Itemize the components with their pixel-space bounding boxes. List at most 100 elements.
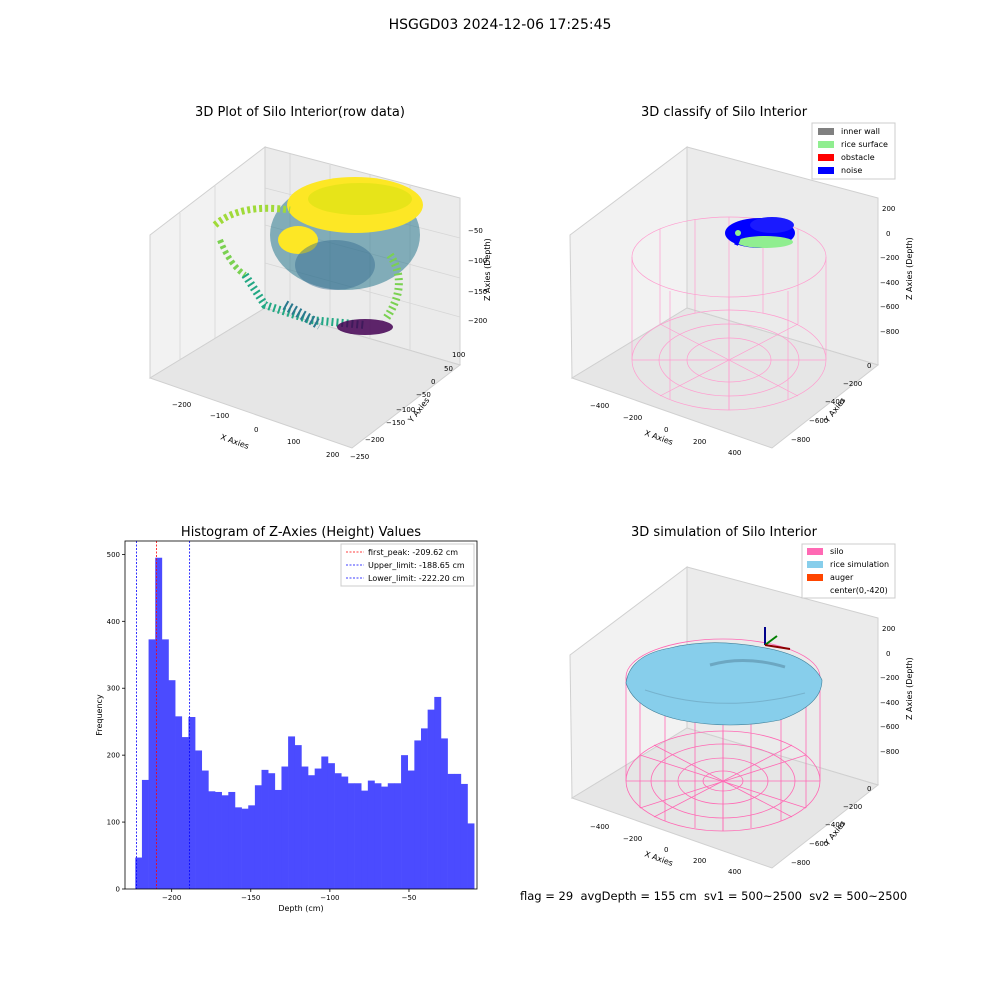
x-tick: 200 (326, 451, 339, 459)
x-axis-label: X Axies (643, 428, 674, 447)
x-axis-label: X Axies (219, 432, 250, 451)
legend: inner wall rice surface obstacle noise (811, 122, 896, 180)
legend-label: inner wall (841, 127, 880, 136)
histogram-bar (381, 786, 389, 889)
histogram-bar (228, 791, 236, 889)
legend-label: rice surface (841, 140, 888, 149)
y-tick-label: 200 (107, 752, 120, 760)
histogram-bar (208, 791, 216, 889)
histogram-bar (401, 755, 409, 889)
histogram-bar (234, 807, 242, 889)
y-tick: −400 (825, 398, 844, 406)
histogram-bars (135, 557, 475, 889)
x-tick: 0 (664, 846, 668, 854)
panel-classified: 3D classify of Silo Interior inner wall … (569, 105, 914, 457)
y-axis-label: Frequency (95, 694, 104, 736)
y-tick: −250 (350, 453, 369, 461)
histogram-bar (321, 756, 329, 889)
z-axis-label: Z Axies (Depth) (905, 237, 914, 300)
y-tick: 100 (452, 351, 465, 359)
x-axis: −200 −150 −100 −50 (162, 889, 416, 902)
panel-title: 3D Plot of Silo Interior(row data) (195, 105, 405, 120)
legend-label: obstacle (841, 153, 875, 162)
y-tick: 0 (431, 378, 435, 386)
y-tick: −200 (843, 380, 862, 388)
x-tick-label: −50 (402, 894, 417, 902)
legend-label: silo (830, 547, 844, 556)
figure-title: HSGGD03 2024-12-06 17:25:45 (388, 17, 612, 33)
histogram-bar (301, 766, 309, 889)
histogram-bar (261, 769, 269, 889)
y-tick: −800 (791, 859, 810, 867)
histogram-bar (387, 783, 395, 889)
panel-title: 3D simulation of Silo Interior (631, 525, 818, 540)
histogram-bar (394, 783, 402, 889)
y-tick: −800 (791, 436, 810, 444)
histogram-bar (268, 773, 276, 889)
x-tick: −100 (210, 412, 229, 420)
histogram-bar (354, 783, 362, 889)
z-tick: 0 (886, 230, 890, 238)
legend-label: rice simulation (830, 560, 889, 569)
histogram-bar (427, 709, 435, 889)
y-tick: −200 (365, 436, 384, 444)
histogram-bar (155, 557, 163, 889)
y-tick: −50 (416, 391, 431, 399)
histogram-bar (434, 696, 442, 889)
y-tick-label: 500 (107, 551, 120, 559)
z-tick: 200 (882, 625, 895, 633)
histogram-bar (248, 805, 256, 889)
histogram-bar (447, 773, 455, 889)
x-tick: 0 (254, 426, 258, 434)
histogram-bar (281, 766, 289, 889)
histogram-bar (215, 791, 222, 889)
x-tick: −200 (623, 414, 642, 422)
panel-simulation: 3D simulation of Silo Interior silo rice… (569, 525, 914, 876)
histogram-bar (288, 736, 296, 889)
histogram-bar (327, 763, 335, 889)
legend-label: noise (841, 166, 862, 175)
histogram-bar (454, 773, 462, 889)
histogram-bar (440, 738, 448, 889)
y-tick: −200 (843, 803, 862, 811)
histogram-bar (135, 857, 143, 889)
panel-histogram: Histogram of Z-Axies (Height) Values 0 10… (95, 525, 478, 913)
histogram-bar (141, 779, 149, 889)
legend-label: first_peak: -209.62 cm (368, 548, 458, 557)
z-axis-label: Z Axies (Depth) (483, 238, 492, 301)
panel-title: Histogram of Z-Axies (Height) Values (181, 525, 421, 540)
panel-raw-scatter: 3D Plot of Silo Interior(row data) −200 … (148, 105, 492, 461)
x-tick-label: −150 (241, 894, 260, 902)
y-tick: −100 (396, 406, 415, 414)
z-tick: −50 (468, 227, 483, 235)
z-tick: 200 (882, 205, 895, 213)
legend: silo rice simulation auger center(0,-420… (801, 543, 896, 599)
y-tick: 0 (867, 785, 871, 793)
x-tick: −400 (590, 823, 609, 831)
y-tick-label: 0 (116, 886, 120, 894)
z-tick: −400 (880, 279, 899, 287)
z-tick: −800 (880, 748, 899, 756)
histogram-bar (221, 795, 229, 889)
z-tick: −600 (880, 303, 899, 311)
histogram-bar (188, 717, 196, 889)
rice-surface (625, 642, 823, 726)
z-tick: −600 (880, 723, 899, 731)
y-tick: −400 (825, 821, 844, 829)
x-tick: 100 (287, 438, 300, 446)
x-tick: −200 (172, 401, 191, 409)
x-tick: −200 (623, 835, 642, 843)
histogram-bar (341, 776, 349, 889)
plot-frame (124, 540, 478, 890)
x-tick: 200 (693, 857, 706, 865)
histogram-bar (407, 770, 415, 889)
histogram-bar (241, 808, 249, 889)
y-tick-label: 300 (107, 685, 120, 693)
legend-label: Upper_limit: -188.65 cm (368, 561, 465, 570)
histogram-bar (181, 737, 189, 889)
z-axis-label: Z Axies (Depth) (905, 657, 914, 720)
x-tick-label: −100 (320, 894, 339, 902)
histogram-bar (308, 775, 315, 889)
auger-axes-icon (764, 627, 791, 650)
histogram-bar (161, 639, 169, 889)
